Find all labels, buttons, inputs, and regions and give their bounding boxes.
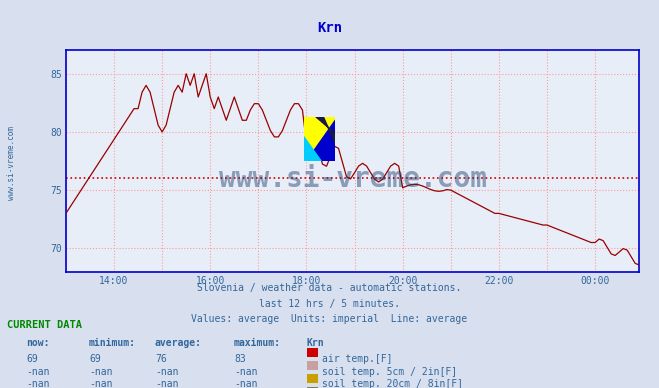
- Text: last 12 hrs / 5 minutes.: last 12 hrs / 5 minutes.: [259, 299, 400, 309]
- Text: -nan: -nan: [155, 367, 179, 377]
- Text: -nan: -nan: [234, 367, 258, 377]
- Text: -nan: -nan: [234, 379, 258, 388]
- Text: Values: average  Units: imperial  Line: average: Values: average Units: imperial Line: av…: [191, 314, 468, 324]
- Text: now:: now:: [26, 338, 50, 348]
- Text: minimum:: minimum:: [89, 338, 136, 348]
- Text: soil temp. 5cm / 2in[F]: soil temp. 5cm / 2in[F]: [322, 367, 457, 377]
- Text: -nan: -nan: [89, 367, 113, 377]
- Text: soil temp. 20cm / 8in[F]: soil temp. 20cm / 8in[F]: [322, 379, 463, 388]
- Text: -nan: -nan: [26, 367, 50, 377]
- Text: Krn: Krn: [306, 338, 324, 348]
- Text: -nan: -nan: [89, 379, 113, 388]
- Text: maximum:: maximum:: [234, 338, 281, 348]
- Text: www.si-vreme.com: www.si-vreme.com: [219, 165, 486, 193]
- Polygon shape: [304, 117, 335, 161]
- Text: average:: average:: [155, 338, 202, 348]
- Text: 69: 69: [26, 354, 38, 364]
- Text: CURRENT DATA: CURRENT DATA: [7, 320, 82, 330]
- Text: www.si-vreme.com: www.si-vreme.com: [7, 126, 16, 200]
- Text: Krn: Krn: [317, 21, 342, 35]
- Text: 76: 76: [155, 354, 167, 364]
- Text: air temp.[F]: air temp.[F]: [322, 354, 392, 364]
- Text: 69: 69: [89, 354, 101, 364]
- Text: 83: 83: [234, 354, 246, 364]
- Text: Slovenia / weather data - automatic stations.: Slovenia / weather data - automatic stat…: [197, 283, 462, 293]
- Polygon shape: [304, 137, 321, 161]
- Polygon shape: [316, 117, 335, 144]
- Text: -nan: -nan: [155, 379, 179, 388]
- Text: -nan: -nan: [26, 379, 50, 388]
